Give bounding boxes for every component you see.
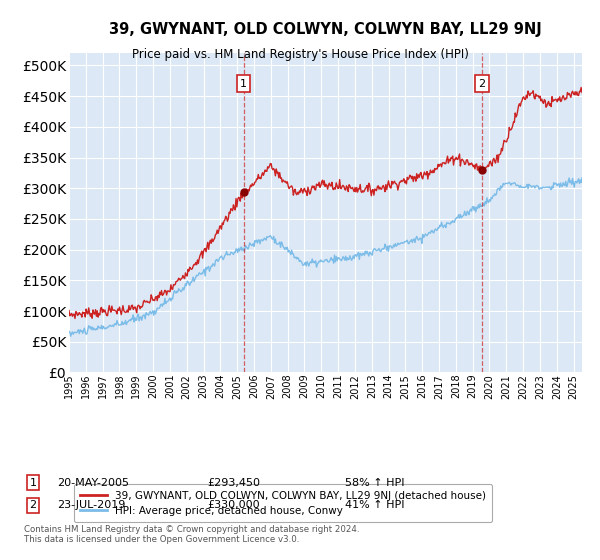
Text: 2: 2 [478,78,485,88]
Text: 23-JUL-2019: 23-JUL-2019 [57,500,125,510]
Title: 39, GWYNANT, OLD COLWYN, COLWYN BAY, LL29 9NJ: 39, GWYNANT, OLD COLWYN, COLWYN BAY, LL2… [109,22,542,37]
Text: 41% ↑ HPI: 41% ↑ HPI [345,500,404,510]
Text: Contains HM Land Registry data © Crown copyright and database right 2024.
This d: Contains HM Land Registry data © Crown c… [24,525,359,544]
Text: £330,000: £330,000 [207,500,260,510]
Text: 20-MAY-2005: 20-MAY-2005 [57,478,129,488]
Legend: 39, GWYNANT, OLD COLWYN, COLWYN BAY, LL29 9NJ (detached house), HPI: Average pri: 39, GWYNANT, OLD COLWYN, COLWYN BAY, LL2… [74,484,492,522]
Text: £293,450: £293,450 [207,478,260,488]
Text: 1: 1 [29,478,37,488]
Text: Price paid vs. HM Land Registry's House Price Index (HPI): Price paid vs. HM Land Registry's House … [131,48,469,60]
Text: 1: 1 [240,78,247,88]
Text: 58% ↑ HPI: 58% ↑ HPI [345,478,404,488]
Text: 2: 2 [29,500,37,510]
